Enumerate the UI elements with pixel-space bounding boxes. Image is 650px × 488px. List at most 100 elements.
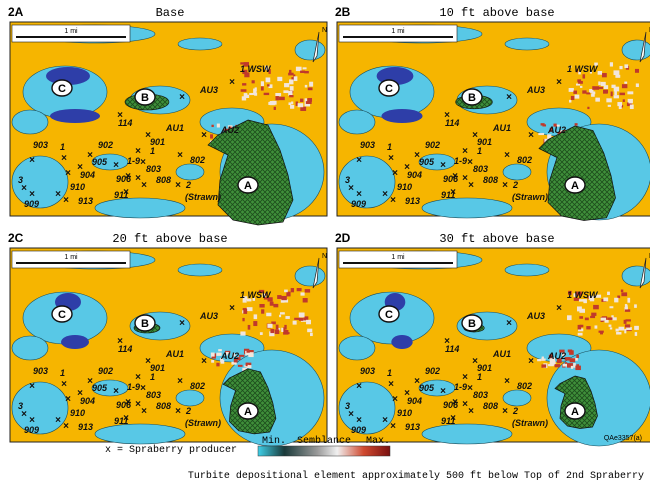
high-semblance-speckle: [270, 328, 275, 334]
high-semblance-speckle: [598, 330, 604, 333]
high-semblance-speckle: [578, 299, 584, 302]
high-semblance-speckle: [290, 104, 295, 109]
well-marker: ×: [141, 406, 147, 417]
legend: x = Spraberry producer Min. Semblance Ma…: [105, 435, 644, 482]
low-semblance-area: [177, 263, 223, 277]
high-semblance-speckle: [290, 288, 295, 293]
well-label: 905: [92, 383, 108, 393]
high-semblance-speckle: [624, 324, 631, 328]
high-semblance-speckle: [216, 352, 222, 356]
high-semblance-speckle: [613, 70, 620, 76]
legend-max: Max.: [366, 436, 390, 447]
region-label: B: [141, 92, 149, 104]
low-semblance-area: [177, 37, 223, 51]
high-semblance-speckle: [634, 304, 637, 308]
high-semblance-speckle: [629, 104, 634, 110]
region-marker: [378, 79, 400, 97]
high-semblance-speckle: [246, 362, 252, 368]
low-semblance-area: [502, 163, 532, 181]
panel-title: Base: [156, 6, 185, 20]
high-semblance-speckle: [594, 86, 600, 90]
high-semblance-speckle: [595, 294, 602, 298]
high-semblance-speckle: [307, 87, 313, 91]
well-marker: ×: [29, 381, 35, 392]
well-label: 1-9: [127, 156, 140, 166]
high-semblance-speckle: [577, 79, 582, 83]
low-semblance-area: [11, 109, 49, 135]
region-marker: [51, 79, 73, 97]
well-label: 803: [473, 164, 488, 174]
high-semblance-speckle: [610, 91, 613, 97]
well-label: 2: [512, 406, 518, 416]
high-semblance-speckle: [594, 325, 598, 329]
scale-label: 1 mi: [64, 28, 78, 35]
well-label: 910: [70, 408, 85, 418]
well-marker: ×: [506, 92, 512, 103]
high-semblance-speckle: [590, 315, 596, 319]
well-label: 802: [517, 381, 532, 391]
high-semblance-speckle: [621, 84, 628, 89]
high-semblance-speckle: [247, 324, 251, 330]
well-label: 911: [114, 190, 128, 200]
well-marker: ×: [450, 413, 456, 424]
well-label: 3: [345, 401, 350, 411]
high-semblance-speckle: [240, 331, 246, 336]
high-semblance-speckle: [607, 291, 610, 295]
high-semblance-speckle: [582, 74, 586, 79]
well-label: 803: [146, 164, 161, 174]
well-marker: ×: [63, 195, 69, 206]
low-semblance-area: [338, 155, 396, 209]
low-semblance-area: [94, 423, 186, 445]
region-label: A: [571, 406, 579, 418]
low-semblance-area: [294, 265, 326, 287]
well-marker: ×: [468, 406, 474, 417]
well-label: 913: [405, 422, 420, 432]
high-semblance-speckle: [621, 292, 628, 297]
well-label: (Strawn): [185, 418, 221, 428]
well-marker: ×: [462, 399, 468, 410]
well-label: 803: [146, 390, 161, 400]
high-semblance-speckle: [592, 91, 596, 95]
high-semblance-speckle: [579, 308, 586, 313]
well-marker: ×: [145, 356, 151, 367]
figure-id: QAe3357(a): [604, 435, 642, 442]
high-semblance-speckle: [233, 358, 238, 363]
well-label: 913: [78, 422, 93, 432]
high-semblance-speckle: [604, 319, 609, 323]
well-marker: ×: [472, 130, 478, 141]
well-marker: ×: [444, 110, 450, 121]
well-marker: ×: [141, 180, 147, 191]
high-semblance-speckle: [554, 364, 561, 368]
low-semblance-area: [421, 423, 513, 445]
well-label: AU2: [547, 125, 566, 135]
high-semblance-speckle: [294, 317, 300, 320]
high-semblance-speckle: [566, 363, 573, 368]
high-semblance-speckle: [303, 316, 309, 321]
high-semblance-speckle: [579, 85, 583, 88]
well-label: 114: [118, 344, 132, 354]
high-semblance-speckle: [280, 298, 285, 303]
well-marker: ×: [348, 409, 354, 420]
low-semblance-area: [338, 381, 396, 435]
high-semblance-speckle: [241, 96, 247, 101]
well-marker: ×: [113, 386, 119, 397]
well-label: 909: [24, 425, 39, 435]
high-semblance-speckle: [304, 70, 309, 74]
high-semblance-speckle: [259, 303, 265, 308]
low-semblance-area: [502, 389, 532, 407]
region-label: A: [244, 406, 252, 418]
well-marker: ×: [123, 413, 129, 424]
well-label: AU3: [526, 311, 545, 321]
high-semblance-speckle: [582, 90, 587, 94]
well-label: 3: [345, 175, 350, 185]
well-marker: ×: [388, 153, 394, 164]
high-semblance-speckle: [588, 295, 595, 300]
high-semblance-speckle: [293, 76, 298, 82]
high-semblance-speckle: [589, 71, 593, 74]
well-label: 911: [441, 416, 455, 426]
high-semblance-speckle: [561, 353, 565, 357]
well-label: 114: [445, 118, 459, 128]
low-semblance-area: [504, 37, 550, 51]
high-semblance-speckle: [245, 350, 250, 356]
scale-label: 1 mi: [391, 254, 405, 261]
